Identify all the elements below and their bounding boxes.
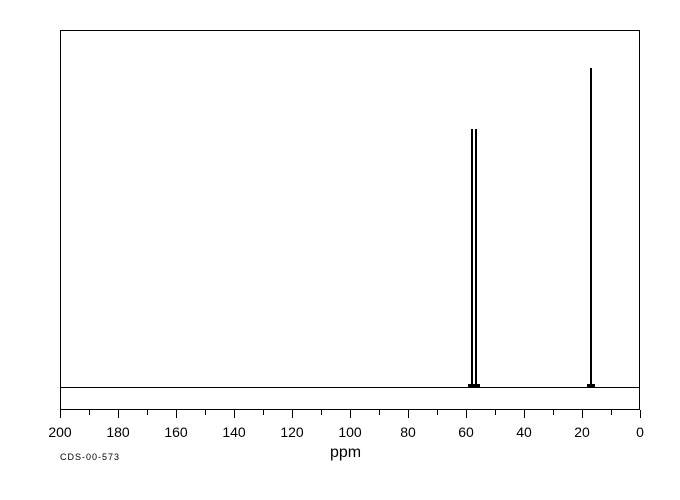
x-tick-label: 80 [400, 424, 416, 440]
x-tick-label: 140 [222, 424, 245, 440]
x-tick-label: 0 [636, 424, 644, 440]
chart-container: 200180160140120100806040200 ppm CDS-00-5… [0, 0, 680, 500]
minor-tick [437, 410, 438, 415]
minor-tick [147, 410, 148, 415]
minor-tick [379, 410, 380, 415]
x-tick-label: 200 [48, 424, 71, 440]
x-tick-label: 100 [338, 424, 361, 440]
x-tick-label: 180 [106, 424, 129, 440]
major-tick [408, 410, 409, 418]
corner-label: CDS-00-573 [60, 452, 120, 462]
baseline [60, 387, 640, 388]
spectrum-peak [590, 68, 592, 387]
x-tick-label: 20 [574, 424, 590, 440]
major-tick [350, 410, 351, 418]
minor-tick [263, 410, 264, 415]
major-tick [640, 410, 641, 418]
major-tick [466, 410, 467, 418]
x-axis-label: ppm [330, 444, 361, 462]
x-tick-label: 60 [458, 424, 474, 440]
x-tick-label: 120 [280, 424, 303, 440]
major-tick [582, 410, 583, 418]
x-tick-label: 160 [164, 424, 187, 440]
x-tick-label: 40 [516, 424, 532, 440]
minor-tick [495, 410, 496, 415]
minor-tick [205, 410, 206, 415]
minor-tick [611, 410, 612, 415]
major-tick [118, 410, 119, 418]
minor-tick [553, 410, 554, 415]
spectrum-peak [475, 129, 477, 387]
major-tick [234, 410, 235, 418]
spectrum-peak [471, 129, 473, 387]
major-tick [176, 410, 177, 418]
major-tick [60, 410, 61, 418]
spectrum-peak-base [472, 384, 480, 387]
major-tick [292, 410, 293, 418]
major-tick [524, 410, 525, 418]
plot-area [60, 30, 640, 410]
spectrum-peak-base [587, 384, 595, 387]
minor-tick [89, 410, 90, 415]
minor-tick [321, 410, 322, 415]
